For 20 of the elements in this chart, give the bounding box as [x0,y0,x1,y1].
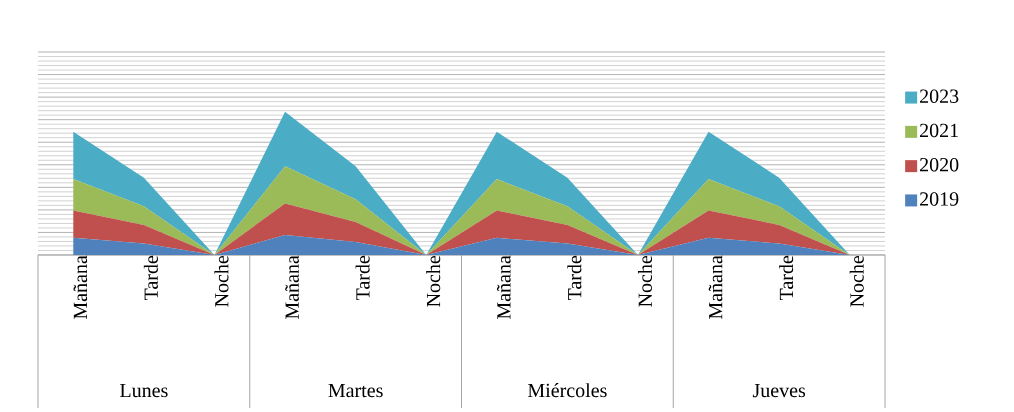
legend-label: 2020 [920,158,959,172]
text: Martes [328,383,383,398]
text: Lunes [120,383,168,398]
legend-label: 2023 [920,89,959,103]
x-tick-label: Tarde [355,255,370,301]
legend-label: 2019 [920,192,959,206]
x-tick-label: Noche [426,255,441,307]
x-tick-label: Mañana [708,255,723,320]
x-tick-label: Tarde [779,255,794,301]
legend-label: 2021 [920,123,958,138]
x-tick-label: Tarde [567,255,582,301]
x-tick-label: Noche [637,255,653,307]
text: Jueves [752,383,806,398]
text: Miércoles [527,383,607,398]
x-tick-label: Mañana [73,255,88,320]
x-tick-label: Tarde [143,255,158,301]
x-tick-label: Noche [214,255,229,307]
x-tick-label: Mañana [285,255,299,320]
x-tick-label: Mañana [496,255,511,320]
x-tick-label: Noche [849,255,864,307]
